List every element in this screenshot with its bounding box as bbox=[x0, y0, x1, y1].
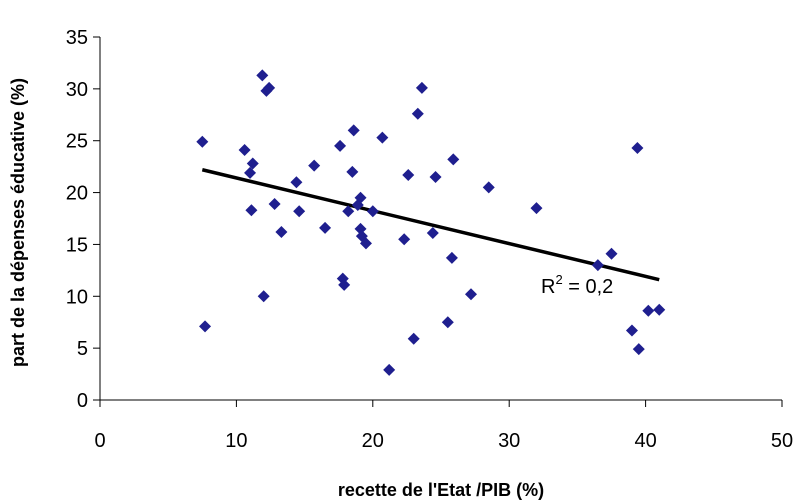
data-point bbox=[275, 225, 288, 238]
data-point bbox=[415, 81, 428, 94]
data-point bbox=[244, 166, 257, 179]
data-point bbox=[398, 233, 411, 246]
r-squared-annotation: R2 = 0,2 bbox=[541, 272, 613, 298]
y-tick-label: 0 bbox=[77, 390, 88, 412]
x-tick-label: 10 bbox=[225, 430, 247, 452]
data-point bbox=[591, 259, 604, 272]
data-point bbox=[441, 316, 454, 329]
data-point bbox=[605, 247, 618, 260]
y-axis-title: part de la dépenses éducative (%) bbox=[8, 78, 28, 367]
x-tick-label: 30 bbox=[498, 430, 520, 452]
data-point bbox=[530, 202, 543, 215]
data-point bbox=[359, 237, 372, 250]
data-point bbox=[338, 278, 351, 291]
y-tick-label: 10 bbox=[66, 286, 88, 308]
data-point bbox=[383, 363, 396, 376]
data-point bbox=[293, 205, 306, 218]
data-point bbox=[263, 81, 276, 94]
data-point bbox=[447, 153, 460, 166]
data-point bbox=[347, 124, 360, 137]
data-point bbox=[465, 288, 478, 301]
x-tick-label: 50 bbox=[771, 430, 793, 452]
data-point bbox=[407, 332, 420, 345]
data-point bbox=[482, 181, 495, 194]
data-point bbox=[426, 227, 439, 240]
data-point bbox=[319, 221, 332, 234]
data-point bbox=[625, 324, 638, 337]
data-point bbox=[411, 107, 424, 120]
data-point bbox=[632, 343, 645, 356]
data-point bbox=[334, 139, 347, 152]
data-point bbox=[402, 168, 415, 181]
data-point bbox=[342, 205, 355, 218]
data-point bbox=[429, 171, 442, 184]
data-point bbox=[256, 69, 269, 82]
trendline-group bbox=[201, 168, 660, 282]
data-point bbox=[366, 205, 379, 218]
y-tick-label: 15 bbox=[66, 234, 88, 256]
data-point bbox=[354, 191, 367, 204]
data-point bbox=[268, 197, 281, 210]
y-tick-label: 20 bbox=[66, 183, 88, 205]
trendline bbox=[201, 168, 660, 282]
y-tick-label: 30 bbox=[66, 79, 88, 101]
data-point bbox=[257, 290, 270, 303]
data-point bbox=[246, 157, 259, 170]
x-axis-title: recette de l'Etat /PIB (%) bbox=[338, 480, 544, 500]
x-tick-label: 20 bbox=[362, 430, 384, 452]
data-point bbox=[290, 176, 303, 189]
data-point bbox=[245, 204, 258, 217]
y-tick-label: 5 bbox=[77, 338, 88, 360]
data-points bbox=[196, 69, 666, 376]
y-tick-label: 25 bbox=[66, 131, 88, 153]
data-point bbox=[631, 141, 644, 154]
data-point bbox=[308, 159, 321, 172]
data-point bbox=[445, 251, 458, 264]
y-tick-label: 35 bbox=[66, 27, 88, 49]
data-point bbox=[199, 320, 212, 333]
data-point bbox=[642, 304, 655, 317]
data-point bbox=[238, 144, 251, 157]
data-point bbox=[346, 165, 359, 178]
data-point bbox=[653, 303, 666, 316]
data-point bbox=[376, 131, 389, 144]
x-tick-label: 0 bbox=[94, 430, 105, 452]
axes: 0 5 10 15 20 25 30 35 0 10 20 30 40 50 bbox=[66, 27, 793, 452]
x-tick-label: 40 bbox=[634, 430, 656, 452]
data-point bbox=[196, 135, 209, 148]
